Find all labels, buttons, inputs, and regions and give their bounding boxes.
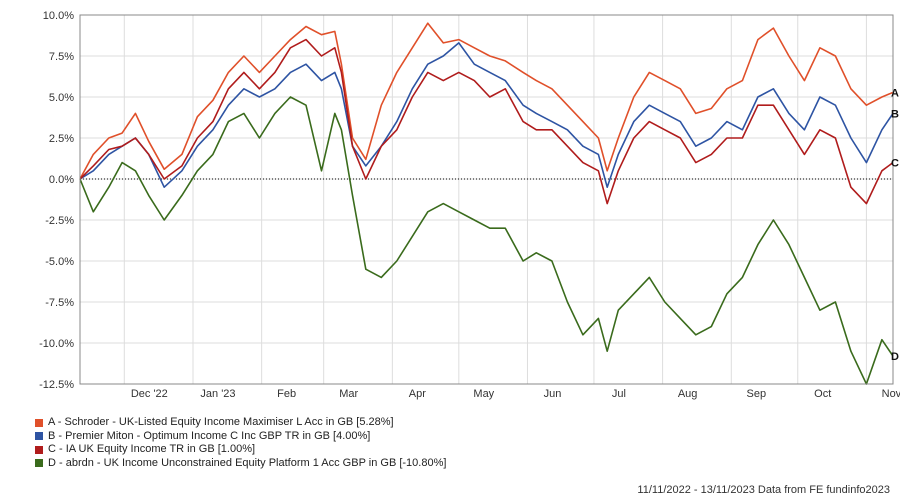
- plot-frame: [79, 14, 894, 385]
- y-tick-label: 7.5%: [49, 51, 74, 63]
- series-end-label-b: B: [891, 108, 899, 120]
- series-line-d: [79, 96, 894, 385]
- y-tick-label: 5.0%: [49, 92, 74, 104]
- series-lines: [79, 22, 894, 385]
- x-tick-label: Dec '22: [131, 388, 168, 400]
- y-tick-label: -7.5%: [45, 297, 74, 309]
- y-tick-label: -5.0%: [45, 256, 74, 268]
- x-tick-label: Nov: [882, 388, 900, 400]
- legend-item-a: A - Schroder - UK-Listed Equity Income M…: [35, 416, 446, 430]
- y-tick-label: -10.0%: [39, 338, 74, 350]
- x-axis-tick-labels: Dec '22 Jan '23 Feb Mar Apr May Jun Jul Aug Sep Oc…: [131, 388, 900, 400]
- legend-label-b: B - Premier Miton - Optimum Income C Inc…: [48, 429, 371, 442]
- y-tick-label: 2.5%: [49, 133, 74, 145]
- y-axis-tick-labels: -12.5% -10.0% -7.5% -5.0% -2.5% 0.0% 2.5% 5.0% 7…: [39, 10, 74, 391]
- x-tick-label: Feb: [277, 388, 296, 400]
- series-line-c: [79, 38, 894, 205]
- x-tick-label: Jul: [612, 388, 626, 400]
- footer-source: 11/11/2022 - 13/11/2023 Data from FE fun…: [637, 484, 890, 496]
- legend-label-d: D - abrdn - UK Income Unconstrained Equi…: [48, 456, 447, 469]
- x-tick-label: Mar: [339, 388, 358, 400]
- legend-item-b: B - Premier Miton - Optimum Income C Inc…: [35, 430, 446, 444]
- x-tick-label: Aug: [678, 388, 698, 400]
- legend-label-a: A - Schroder - UK-Listed Equity Income M…: [48, 416, 394, 428]
- legend-item-d: D - abrdn - UK Income Unconstrained Equi…: [35, 457, 446, 471]
- x-tick-label: Jun: [544, 388, 562, 400]
- legend-item-c: C - IA UK Equity Income TR in GB [1.00%]: [35, 443, 446, 457]
- series-end-label-a: A: [891, 87, 899, 99]
- x-tick-label: Apr: [409, 388, 426, 400]
- legend: A - Schroder - UK-Listed Equity Income M…: [35, 416, 446, 470]
- series-end-label-c: C: [891, 158, 899, 170]
- legend-swatch-a: [35, 418, 43, 427]
- x-tick-label: Oct: [814, 388, 831, 400]
- legend-label-c: C - IA UK Equity Income TR in GB [1.00%]: [48, 443, 256, 455]
- x-tick-label: May: [473, 388, 494, 400]
- legend-swatch-c: [35, 445, 43, 454]
- y-tick-label: -2.5%: [45, 215, 74, 227]
- series-line-b: [79, 42, 894, 188]
- x-tick-label: Sep: [746, 388, 766, 400]
- legend-swatch-d: [35, 459, 43, 468]
- x-tick-label: Jan '23: [200, 388, 235, 400]
- series-line-a: [79, 22, 894, 180]
- y-tick-label: 10.0%: [43, 10, 74, 22]
- y-tick-label: -12.5%: [39, 379, 74, 391]
- line-chart: -12.5% -10.0% -7.5% -5.0% -2.5% 0.0% 2.5% 5.0% 7…: [39, 10, 900, 400]
- series-end-label-d: D: [891, 351, 899, 363]
- legend-swatch-b: [35, 432, 43, 441]
- series-end-labels: AB C D: [891, 87, 899, 363]
- y-tick-label: 0.0%: [49, 174, 74, 186]
